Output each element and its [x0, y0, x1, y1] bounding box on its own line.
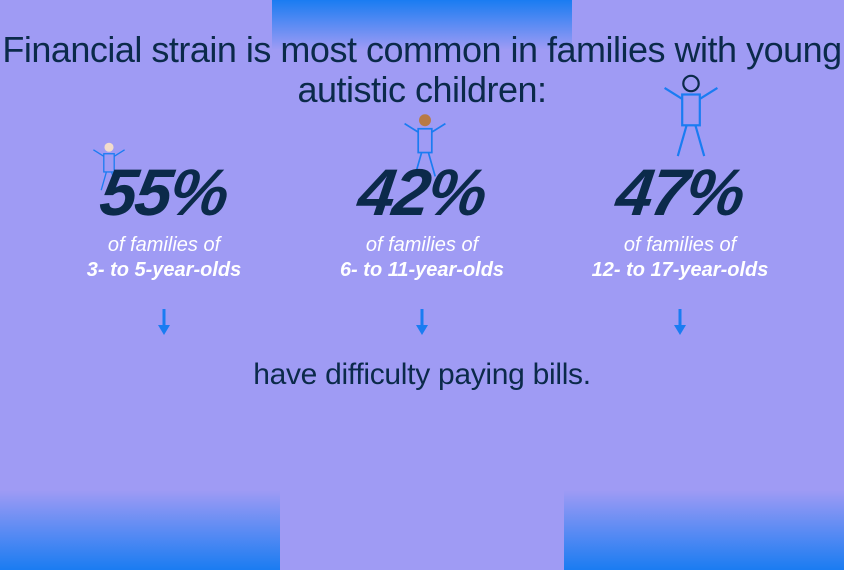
- stats-row: 55% of families of 3- to 5-year-olds 42%…: [0, 159, 844, 340]
- content: Financial strain is most common in famil…: [0, 0, 844, 570]
- stick-figure-large: [658, 73, 724, 167]
- stat-1-percent: 55%: [96, 159, 231, 225]
- stat-3-bold: 12- to 17-year-olds: [592, 259, 769, 281]
- stat-2-prefix: of families of: [366, 234, 478, 256]
- arrow-down-icon: [156, 309, 172, 340]
- stat-3-desc: of families of 12- to 17-year-olds: [592, 233, 769, 283]
- stat-1: 55% of families of 3- to 5-year-olds: [49, 159, 279, 340]
- stat-1-bold: 3- to 5-year-olds: [87, 259, 241, 281]
- arrow-down-icon: [414, 309, 430, 340]
- stat-3-percent: 47%: [612, 159, 747, 225]
- arrow-down-icon: [672, 309, 688, 340]
- stat-3: 47% of families of 12- to 17-year-olds: [565, 159, 795, 340]
- stat-3-prefix: of families of: [624, 234, 736, 256]
- footer-text: have difficulty paying bills.: [253, 358, 591, 392]
- stat-1-desc: of families of 3- to 5-year-olds: [87, 233, 241, 283]
- stat-2-desc: of families of 6- to 11-year-olds: [340, 233, 504, 283]
- stat-2-bold: 6- to 11-year-olds: [340, 259, 504, 281]
- stat-2: 42% of families of 6- to 11-year-olds: [307, 159, 537, 340]
- stat-2-percent: 42%: [354, 159, 489, 225]
- stat-1-prefix: of families of: [108, 234, 220, 256]
